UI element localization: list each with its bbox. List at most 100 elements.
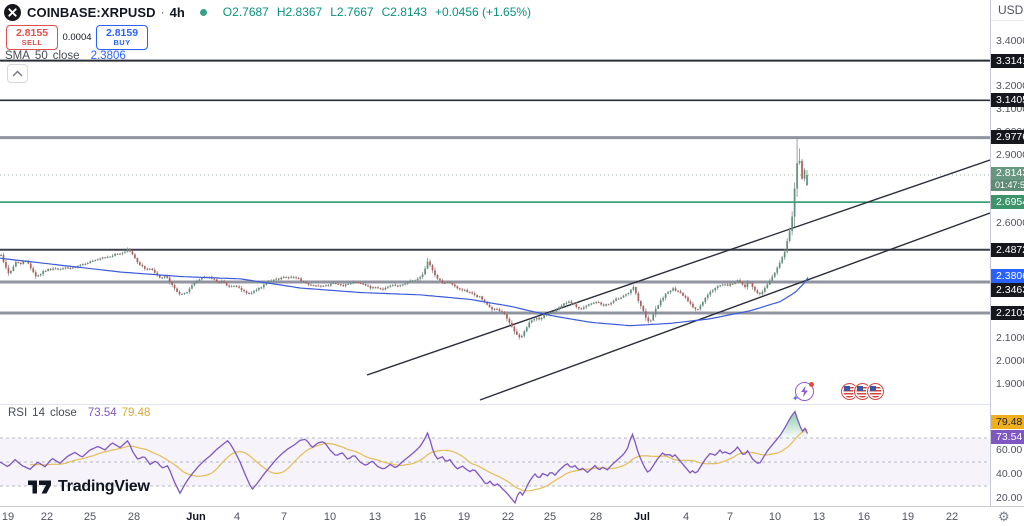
- rsi-value: 73.54: [87, 407, 117, 419]
- time-scale-axis[interactable]: ⚙ 19 22 25 28 Jun 4 7 10 13 16 19 22 25 28 Jul 4 7 10 13 16…: [0, 506, 1024, 526]
- price-level-label: 2.3463: [991, 283, 1024, 297]
- spread-value: 0.0004: [62, 32, 92, 43]
- tradingview-logo[interactable]: TradingView: [28, 478, 150, 496]
- time-tick-label: 10: [768, 511, 782, 523]
- ai-spark-event-icon[interactable]: ✦: [792, 382, 814, 403]
- low-value: L2.7667: [330, 5, 374, 19]
- sma-value: 2.3806: [90, 50, 126, 62]
- rsi-title: RSI: [8, 407, 28, 419]
- price-chart-canvas[interactable]: [0, 0, 990, 404]
- us-flag-event-icon[interactable]: [867, 383, 884, 400]
- tradingview-mark-icon: [28, 480, 51, 494]
- collapse-legend-button[interactable]: [7, 64, 28, 83]
- sma-source: close: [52, 50, 80, 62]
- price-tick-label: 2.1000: [991, 332, 1024, 345]
- time-tick-label: 22: [945, 511, 959, 523]
- time-tick-label: 10: [323, 511, 337, 523]
- time-tick-label: 22: [40, 511, 54, 523]
- rsi-ma-value: 79.48: [121, 407, 151, 419]
- time-tick-label: 22: [501, 511, 515, 523]
- bar-countdown: 01:47:5: [991, 180, 1024, 191]
- chevron-up-icon: [12, 70, 23, 77]
- sell-button[interactable]: 2.8155 SELL: [6, 25, 58, 50]
- interval-value[interactable]: 4h: [169, 4, 185, 20]
- time-tick-label: 7: [280, 511, 288, 523]
- sparkle-icon: ✦: [792, 394, 799, 403]
- time-tick-label: 16: [413, 511, 427, 523]
- current-price-label: 2.814301:47:5: [991, 167, 1024, 191]
- sell-price: 2.8155: [15, 27, 49, 40]
- sell-label: SELL: [21, 38, 43, 48]
- rsi-source: close: [49, 407, 77, 419]
- trendline[interactable]: [479, 212, 990, 401]
- rsi-indicator-canvas[interactable]: [0, 404, 990, 506]
- interval-separator: ·: [160, 5, 165, 19]
- price-level-label: 2.9776: [991, 130, 1024, 144]
- event-markers: ✦: [792, 382, 995, 404]
- price-tick-label: 3.2000: [991, 80, 1024, 93]
- price-level-label: 3.3141: [991, 54, 1024, 68]
- rsi-value-label: 73.54: [991, 430, 1024, 444]
- gear-icon[interactable]: ⚙: [998, 510, 1010, 525]
- price-level-label: 2.2103: [991, 306, 1024, 320]
- time-tick-label: 7: [726, 511, 734, 523]
- time-tick-label: 19: [1, 511, 15, 523]
- price-tick-label: 1.9000: [991, 378, 1024, 391]
- trendline[interactable]: [366, 159, 990, 376]
- price-tick-label: 2.0000: [991, 355, 1024, 368]
- time-tick-label: 28: [127, 511, 141, 523]
- us-event-flags: [841, 383, 884, 400]
- price-tick-label: 2.6000: [991, 217, 1024, 230]
- high-value: H2.8367: [276, 5, 323, 19]
- time-tick-label: Jul: [634, 511, 650, 523]
- rsi-overbought-fill: [780, 411, 808, 438]
- open-value: O2.7687: [222, 5, 269, 19]
- time-tick-label: 13: [368, 511, 382, 523]
- symbol-name[interactable]: COINBASE:XRPUSD: [27, 4, 156, 20]
- market-status-icon[interactable]: [199, 8, 207, 16]
- notification-dot-icon: [809, 382, 814, 387]
- sma-legend[interactable]: SMA 50 close 2.3806: [5, 50, 126, 62]
- rsi-period: 14: [32, 407, 45, 419]
- rsi-line[interactable]: [0, 410, 809, 505]
- candle-wicks: [0, 137, 808, 340]
- time-tick-label: 19: [901, 511, 915, 523]
- up-candles: [0, 160, 808, 338]
- rsi-legend[interactable]: RSI 14 close 73.54 79.48: [8, 407, 150, 419]
- rsi-tick-label: 60.00: [991, 443, 1024, 457]
- pane-separator[interactable]: [0, 404, 990, 405]
- lightning-icon: [801, 386, 808, 397]
- time-tick-label: 13: [812, 511, 826, 523]
- buy-button[interactable]: 2.8159 BUY: [96, 25, 148, 50]
- time-tick-label: 25: [543, 511, 557, 523]
- coinbase-exchange-icon: [4, 3, 21, 21]
- price-scale-axis[interactable]: USD 3.40003.20003.10003.00002.90002.6000…: [990, 0, 1024, 506]
- sma50-line[interactable]: [0, 257, 809, 327]
- sma-title: SMA: [5, 50, 30, 62]
- time-tick-label: 4: [682, 511, 690, 523]
- change-value: +0.0456 (+1.65%): [434, 5, 532, 19]
- time-tick-label: 25: [83, 511, 97, 523]
- price-level-label: 3.1405: [991, 93, 1024, 107]
- sma-period: 50: [34, 50, 48, 62]
- trade-widget: 2.8155 SELL 0.0004 2.8159 BUY: [6, 25, 148, 50]
- price-tick-label: 3.4000: [991, 35, 1024, 48]
- sma-value-label: 2.3806: [991, 269, 1024, 283]
- time-tick-label: 19: [457, 511, 471, 523]
- tradingview-logo-text: TradingView: [58, 478, 150, 495]
- symbol-header: COINBASE:XRPUSD · 4h O2.7687 H2.8367 L2.…: [4, 2, 531, 22]
- green-level-label: 2.6954: [991, 195, 1024, 209]
- rsi-tick-label: 40.00: [991, 467, 1024, 481]
- rsi-ma-line[interactable]: [29, 429, 808, 492]
- time-tick-label: 28: [589, 511, 603, 523]
- time-tick-label: 16: [857, 511, 871, 523]
- time-tick-label: 4: [233, 511, 241, 523]
- buy-label: BUY: [113, 38, 131, 48]
- rsi-tick-label: 20.00: [991, 491, 1024, 505]
- close-value: C2.8143: [381, 5, 427, 19]
- currency-label[interactable]: USD: [991, 0, 1024, 21]
- current-price-value: 2.8143: [991, 167, 1024, 180]
- ohlc-values: O2.7687 H2.8367 L2.7667 C2.8143 +0.0456 …: [223, 5, 531, 19]
